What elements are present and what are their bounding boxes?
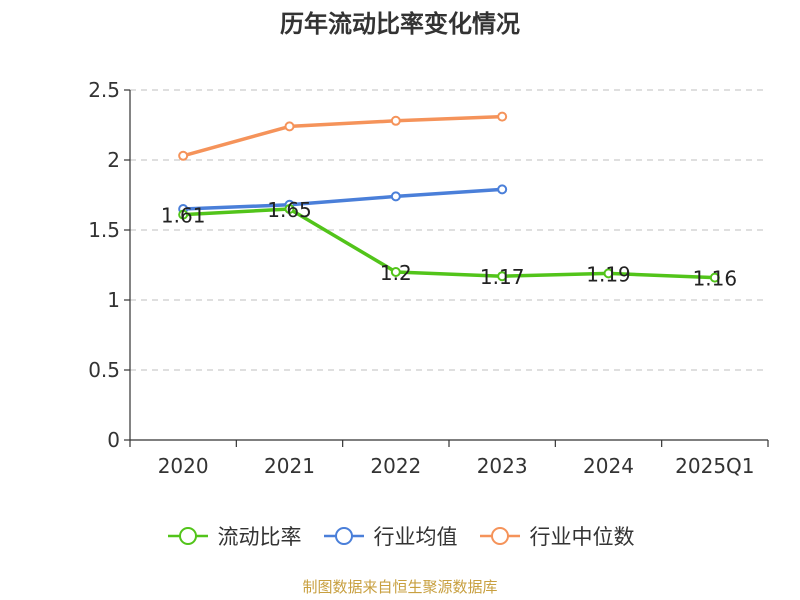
series-line-industry-median xyxy=(182,114,503,158)
y-tick-label: 0.5 xyxy=(88,358,120,382)
legend-item-industry-average[interactable]: 行业均值 xyxy=(322,521,458,551)
legend-label-industry-average: 行业均值 xyxy=(373,525,458,549)
data-point-current-ratio xyxy=(709,272,720,283)
x-tick-label: 2023 xyxy=(477,454,528,478)
data-point-current-ratio xyxy=(178,209,189,220)
legend-marker-industry-average xyxy=(323,527,364,545)
data-point-current-ratio xyxy=(603,268,614,279)
y-tick-label: 2 xyxy=(107,148,120,172)
legend-label-current-ratio: 流动比率 xyxy=(217,525,302,549)
data-label: 1.61 xyxy=(161,204,206,228)
legend-marker-current-ratio xyxy=(167,527,208,545)
data-point-current-ratio xyxy=(284,204,295,214)
chart-title: 历年流动比率变化情况 xyxy=(280,10,520,38)
legend-marker-industry-median xyxy=(479,527,520,545)
data-label: 1.2 xyxy=(380,261,412,285)
series-line-current-ratio xyxy=(183,207,715,280)
data-label: 1.16 xyxy=(693,267,738,291)
data-point-current-ratio xyxy=(497,271,508,282)
legend-label-industry-median: 行业中位数 xyxy=(529,525,635,549)
legend-item-industry-median[interactable]: 行业中位数 xyxy=(478,521,635,551)
x-tick-label: 2022 xyxy=(370,454,421,478)
data-point-industry-average xyxy=(390,191,401,202)
y-tick-label: 1.5 xyxy=(88,218,120,242)
x-tick-label: 2024 xyxy=(583,454,634,478)
data-point-industry-median xyxy=(178,150,189,161)
data-point-industry-median xyxy=(390,115,401,126)
x-tick-label: 2025Q1 xyxy=(675,454,754,478)
data-label: 1.65 xyxy=(267,198,312,222)
legend: 流动比率 行业均值 行业中位数 xyxy=(0,520,800,552)
data-point-industry-median xyxy=(284,121,295,132)
series-line-industry-average xyxy=(183,187,503,211)
data-point-industry-average xyxy=(497,184,508,195)
data-label: 1.17 xyxy=(480,265,525,289)
legend-item-current-ratio[interactable]: 流动比率 xyxy=(166,521,302,551)
data-point-industry-median xyxy=(497,111,508,122)
y-tick-label: 2.5 xyxy=(88,78,120,102)
data-label: 1.19 xyxy=(586,262,631,286)
x-tick-label: 2021 xyxy=(264,454,315,478)
y-tick-label: 0 xyxy=(107,428,120,452)
x-tick-label: 2020 xyxy=(158,454,209,478)
y-tick-label: 1 xyxy=(107,288,120,312)
data-point-current-ratio xyxy=(390,267,401,277)
source-note: 制图数据来自恒生聚源数据库 xyxy=(302,578,498,596)
